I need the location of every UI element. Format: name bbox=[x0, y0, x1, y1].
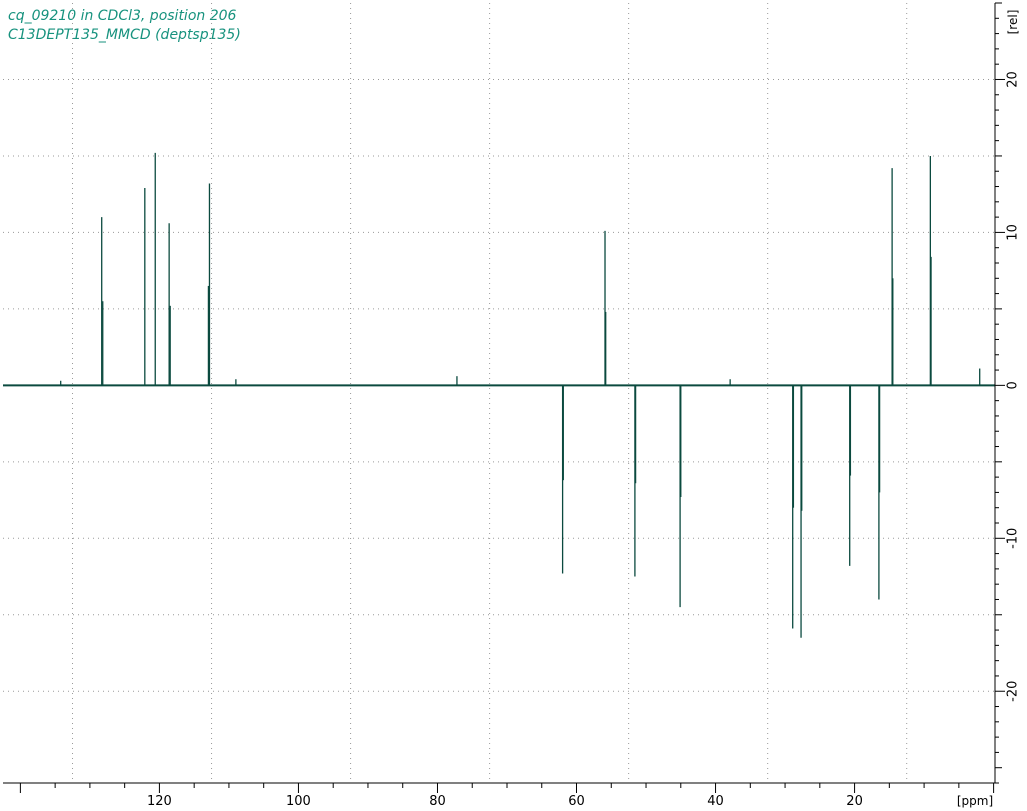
y-tick-label: -10 bbox=[1006, 528, 1021, 549]
x-tick-label: 20 bbox=[846, 794, 863, 809]
x-axis: 120 100 80 60 40 20 [ppm] bbox=[19, 783, 995, 809]
x-tick-label: 120 bbox=[147, 794, 172, 809]
x-tick-label: 100 bbox=[286, 794, 311, 809]
experiment-subtitle: C13DEPT135_MMCD (deptsp135) bbox=[8, 27, 241, 43]
y-tick-label: 10 bbox=[1006, 224, 1021, 241]
y-tick-label: 0 bbox=[1006, 381, 1021, 389]
x-axis-label: [ppm] bbox=[957, 794, 993, 808]
peaks bbox=[60, 152, 981, 638]
y-tick-label: -20 bbox=[1006, 681, 1021, 702]
grid bbox=[3, 3, 995, 783]
x-tick-label: 80 bbox=[429, 794, 446, 809]
x-tick-label: 60 bbox=[568, 794, 585, 809]
spectrum-title: cq_09210 in CDCl3, position 206 bbox=[8, 8, 237, 24]
y-tick-label: 20 bbox=[1006, 71, 1021, 88]
y-axis: 20 10 0 -10 -20 [rel] bbox=[995, 2, 1021, 784]
plot-frame bbox=[3, 3, 996, 784]
x-tick-label: 40 bbox=[707, 794, 724, 809]
y-axis-label: [rel] bbox=[1006, 10, 1020, 35]
